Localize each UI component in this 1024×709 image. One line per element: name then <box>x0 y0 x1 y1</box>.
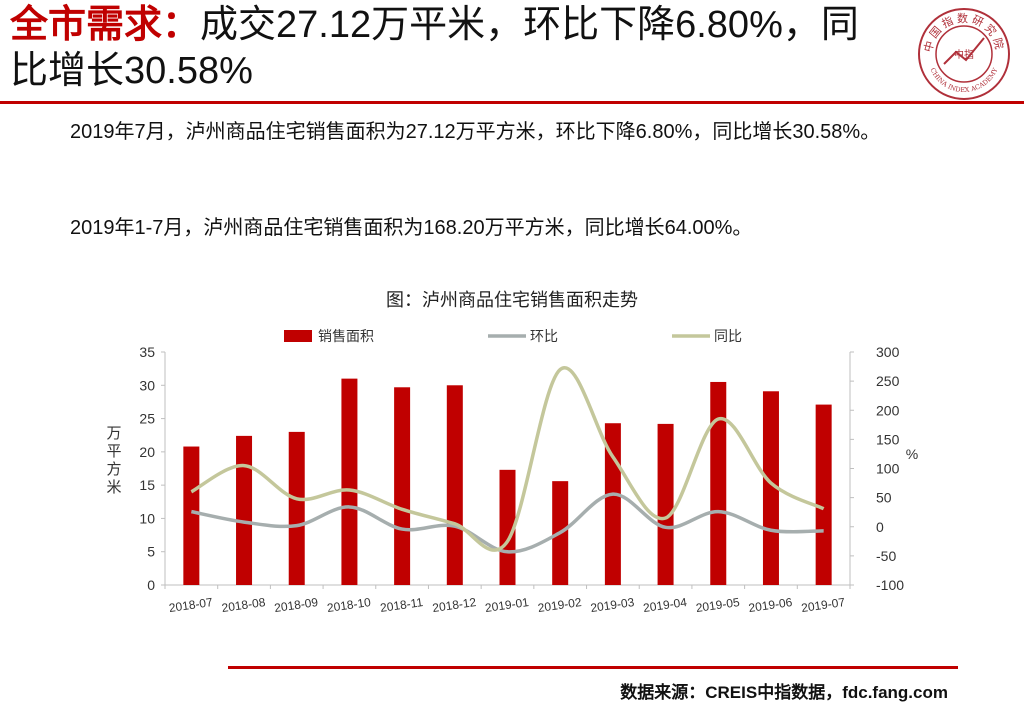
y-tick-label-right: 200 <box>876 402 900 418</box>
china-index-academy-seal-icon: 中国指数研究院 CHINA INDEX ACADEMY 中指 <box>918 8 1010 100</box>
x-tick-label: 2018-08 <box>221 595 267 615</box>
bar <box>394 387 411 585</box>
logo-text-bottom: CHINA INDEX ACADEMY <box>929 66 1000 94</box>
paragraph-ytd: 2019年1-7月，泸州商品住宅销售面积为168.20万平方米，同比增长64.0… <box>70 217 753 239</box>
legend-label: 环比 <box>530 328 558 344</box>
logo-center-text: 中指 <box>954 48 974 61</box>
x-tick-label: 2019-01 <box>484 595 530 615</box>
y-tick-label-right: 50 <box>876 490 892 506</box>
x-tick-label: 2018-07 <box>168 595 214 615</box>
bar <box>288 431 305 585</box>
y-tick-label-left: 20 <box>139 444 155 460</box>
y-tick-label-left: 15 <box>139 477 155 493</box>
x-tick-label: 2019-03 <box>590 595 636 615</box>
title-rest: 成交27.12万平米，环比下降6.80%，同比增长30.58% <box>10 4 859 92</box>
y-tick-label-left: 30 <box>139 377 155 393</box>
y-tick-label-left: 25 <box>139 411 155 427</box>
y-tick-label-right: 300 <box>876 344 900 360</box>
y-tick-label-right: 250 <box>876 373 900 389</box>
line-series-yoy <box>190 366 825 552</box>
title-divider <box>0 101 1024 104</box>
legend-label: 销售面积 <box>318 328 374 344</box>
y-tick-label-right: 100 <box>876 461 900 477</box>
bar <box>815 404 832 585</box>
bar <box>762 391 779 585</box>
footer-divider <box>228 666 958 669</box>
y-tick-label-right: -100 <box>876 577 904 593</box>
y-tick-label-right: -50 <box>876 548 896 564</box>
line-series-mom <box>191 492 824 554</box>
bar <box>499 469 516 585</box>
y-axis-label-right: % <box>906 446 918 462</box>
y-tick-label-right: 150 <box>876 431 900 447</box>
x-tick-label: 2018-11 <box>379 595 424 615</box>
y-tick-label-left: 10 <box>139 510 155 526</box>
chart-title: 图：泸州商品住宅销售面积走势 <box>386 290 638 310</box>
title-highlight: 全市需求： <box>10 4 201 46</box>
bar <box>236 435 253 585</box>
svg-text:中国指数研究院: 中国指数研究院 <box>922 12 1008 53</box>
y-tick-label-left: 35 <box>139 344 155 360</box>
paragraph-monthly: 2019年7月，泸州商品住宅销售面积为27.12万平方米，环比下降6.80%，同… <box>70 121 881 143</box>
x-tick-label: 2018-10 <box>326 595 372 615</box>
bar <box>341 378 358 585</box>
x-tick-label: 2019-05 <box>695 595 741 615</box>
svg-text:CHINA INDEX ACADEMY: CHINA INDEX ACADEMY <box>929 66 1000 94</box>
legend-label: 同比 <box>714 328 742 344</box>
y-axis-label-left: 万平方米 <box>106 425 121 496</box>
y-tick-label-left: 0 <box>147 577 155 593</box>
y-tick-label-left: 5 <box>147 544 155 560</box>
sales-area-chart: 0 5 10 15 20 25 30 35 -100 -50 0 50 100 150 200 250 300 万… <box>106 328 918 615</box>
x-tick-label: 2018-09 <box>273 595 319 615</box>
x-tick-label: 2018-12 <box>431 595 477 615</box>
data-source: 数据来源：CREIS中指数据，fdc.fang.com <box>620 683 948 702</box>
bar <box>183 446 200 585</box>
legend-swatch-bar <box>284 330 312 342</box>
x-tick-label: 2019-06 <box>748 595 794 615</box>
page-title: 全市需求：成交27.12万平米，环比下降6.80%，同比增长30.58% <box>10 2 890 94</box>
x-tick-label: 2019-04 <box>642 595 688 615</box>
x-tick-label: 2019-02 <box>537 595 583 615</box>
y-tick-label-right: 0 <box>876 519 884 535</box>
bar <box>446 385 463 585</box>
x-tick-label: 2019-07 <box>800 595 846 615</box>
logo-text-top: 中国指数研究院 <box>922 12 1005 53</box>
bar <box>710 381 727 585</box>
bar <box>657 423 674 585</box>
